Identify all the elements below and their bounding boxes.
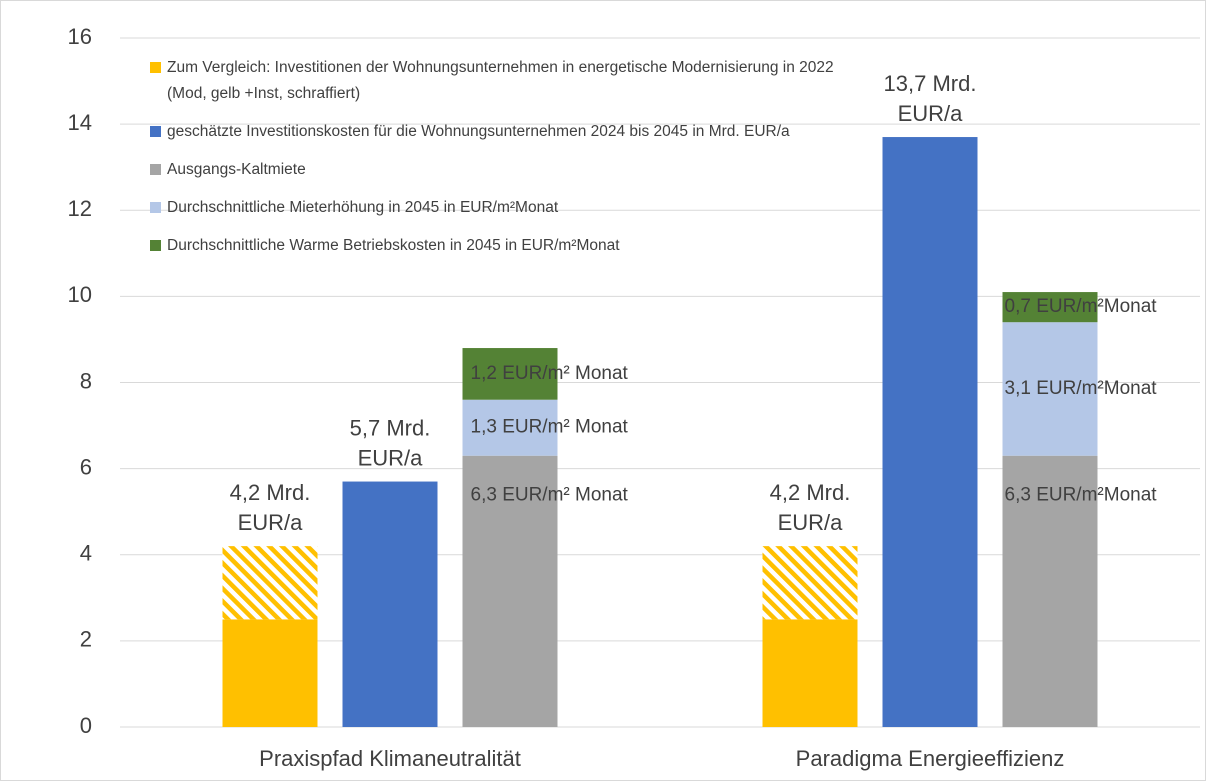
value-label: EUR/a xyxy=(238,510,304,535)
legend-entry: Ausgangs-Kaltmiete xyxy=(150,157,840,183)
legend-label: geschätzte Investitionskosten für die Wo… xyxy=(167,123,790,140)
bar-segment xyxy=(462,399,558,456)
bar-hatched xyxy=(222,546,318,620)
legend-entry: Durchschnittliche Mieterhöhung in 2045 i… xyxy=(150,195,840,221)
bar-segment xyxy=(462,348,558,400)
legend-entry: Zum Vergleich: Investitionen der Wohnung… xyxy=(150,55,840,107)
y-tick-label: 14 xyxy=(68,110,92,135)
bar xyxy=(222,619,318,727)
bar-hatched xyxy=(762,546,858,620)
bar-segment xyxy=(1002,455,1098,727)
y-tick-label: 10 xyxy=(68,282,92,307)
y-tick-label: 12 xyxy=(68,196,92,221)
legend-entry: Durchschnittliche Warme Betriebskosten i… xyxy=(150,233,840,259)
bar xyxy=(342,481,438,727)
y-tick-label: 8 xyxy=(80,368,92,393)
x-tick-label: Praxispfad Klimaneutralität xyxy=(259,746,521,771)
value-label: EUR/a xyxy=(358,445,424,470)
y-tick-label: 4 xyxy=(80,541,92,566)
y-tick-label: 16 xyxy=(68,24,92,49)
value-label: EUR/a xyxy=(898,101,964,126)
legend-swatch xyxy=(150,240,161,251)
legend-swatch xyxy=(150,164,161,175)
legend-label: Durchschnittliche Mieterhöhung in 2045 i… xyxy=(167,199,559,216)
value-label: 13,7 Mrd. xyxy=(884,71,977,96)
legend-swatch xyxy=(150,126,161,137)
y-tick-label: 2 xyxy=(80,627,92,652)
legend-label: Durchschnittliche Warme Betriebskosten i… xyxy=(167,237,620,254)
bar-segment xyxy=(462,455,558,727)
value-label: 4,2 Mrd. xyxy=(230,480,311,505)
value-label: 4,2 Mrd. xyxy=(770,480,851,505)
legend-label: Ausgangs-Kaltmiete xyxy=(167,161,306,178)
bar-segment xyxy=(1002,292,1098,323)
legend: Zum Vergleich: Investitionen der Wohnung… xyxy=(150,55,840,259)
legend-swatch xyxy=(150,62,161,73)
y-tick-label: 0 xyxy=(80,713,92,738)
bar xyxy=(762,619,858,727)
value-label: 6,3 EUR/m² Monat xyxy=(471,485,629,506)
legend-entry: geschätzte Investitionskosten für die Wo… xyxy=(150,119,840,145)
value-label: 3,1 EUR/m²Monat xyxy=(1005,378,1158,399)
value-label: EUR/a xyxy=(778,510,844,535)
legend-label: Zum Vergleich: Investitionen der Wohnung… xyxy=(167,59,834,102)
bar-segment xyxy=(1002,322,1098,456)
value-label: 5,7 Mrd. xyxy=(350,415,431,440)
value-label: 0,7 EUR/m²Monat xyxy=(1005,296,1158,317)
value-label: 6,3 EUR/m²Monat xyxy=(1005,485,1158,506)
y-tick-label: 6 xyxy=(80,454,92,479)
x-tick-label: Paradigma Energieeffizienz xyxy=(796,746,1065,771)
value-label: 1,2 EUR/m² Monat xyxy=(471,363,629,384)
legend-swatch xyxy=(150,202,161,213)
bar xyxy=(882,137,978,727)
value-label: 1,3 EUR/m² Monat xyxy=(471,417,629,438)
